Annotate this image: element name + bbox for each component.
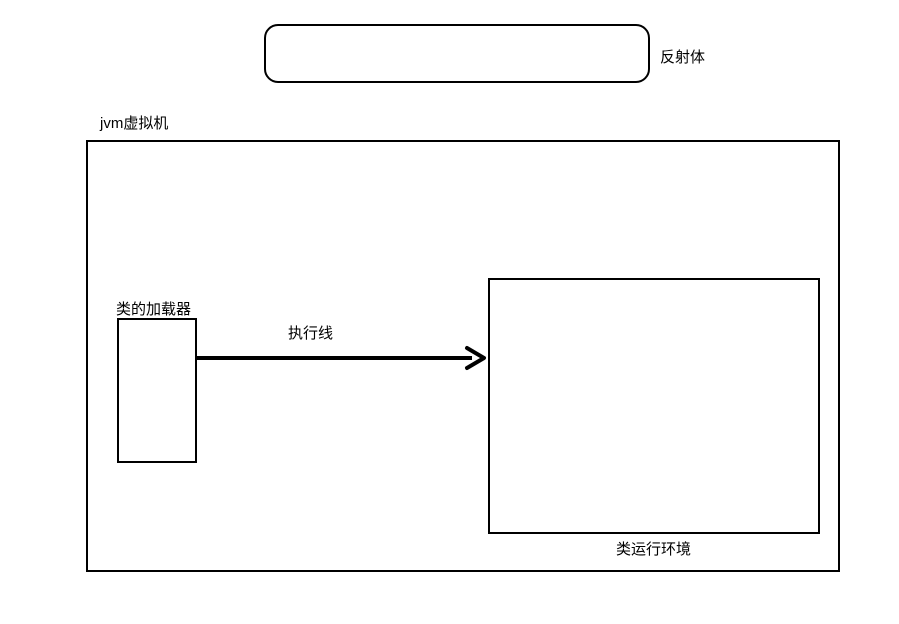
runtime-env-box (488, 278, 820, 534)
reflector-box (264, 24, 650, 83)
reflector-label: 反射体 (660, 46, 705, 67)
runtime-env-label: 类运行环境 (616, 538, 691, 559)
exec-line-arrow (197, 346, 497, 372)
diagram-canvas: 反射体 jvm虚拟机 类的加载器 类运行环境 执行线 (0, 0, 899, 624)
exec-line-label: 执行线 (288, 322, 333, 343)
class-loader-box (117, 318, 197, 463)
jvm-label: jvm虚拟机 (100, 112, 168, 133)
class-loader-label: 类的加载器 (116, 298, 191, 319)
